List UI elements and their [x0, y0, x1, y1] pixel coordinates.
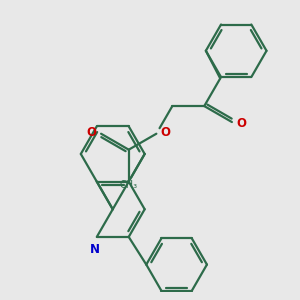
Text: N: N: [90, 243, 100, 256]
Text: O: O: [236, 117, 246, 130]
Text: CH₃: CH₃: [119, 180, 137, 190]
Text: O: O: [160, 126, 171, 139]
Text: O: O: [87, 126, 97, 139]
